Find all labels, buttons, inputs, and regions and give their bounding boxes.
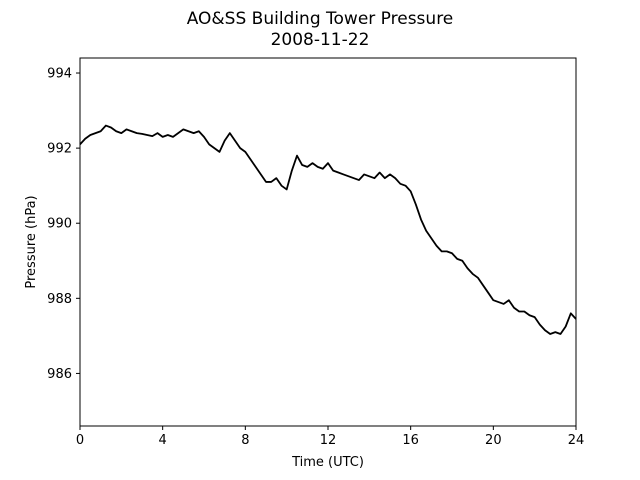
y-tick-label: 994 [47,67,72,82]
x-tick-label: 24 [568,433,585,448]
series-line-0 [79,124,577,335]
y-tick-label: 988 [47,292,72,307]
x-axis: 0 4 8 12 16 20 24 [76,426,584,448]
chart-subtitle: 2008-11-22 [271,30,370,50]
plot-area [79,124,577,335]
x-tick-label: 8 [241,433,249,448]
x-tick-label: 4 [159,433,167,448]
x-tick-label: 16 [402,433,419,448]
y-tick-label: 986 [47,367,72,382]
y-axis: 986 988 990 992 994 [47,67,80,382]
y-tick-label: 992 [47,142,72,157]
y-axis-label: Pressure (hPa) [24,195,39,288]
x-axis-label: Time (UTC) [291,455,364,470]
x-tick-label: 20 [485,433,502,448]
chart-title: AO&SS Building Tower Pressure [187,9,454,29]
x-tick-label: 12 [320,433,337,448]
y-tick-label: 990 [47,217,72,232]
x-tick-label: 0 [76,433,84,448]
